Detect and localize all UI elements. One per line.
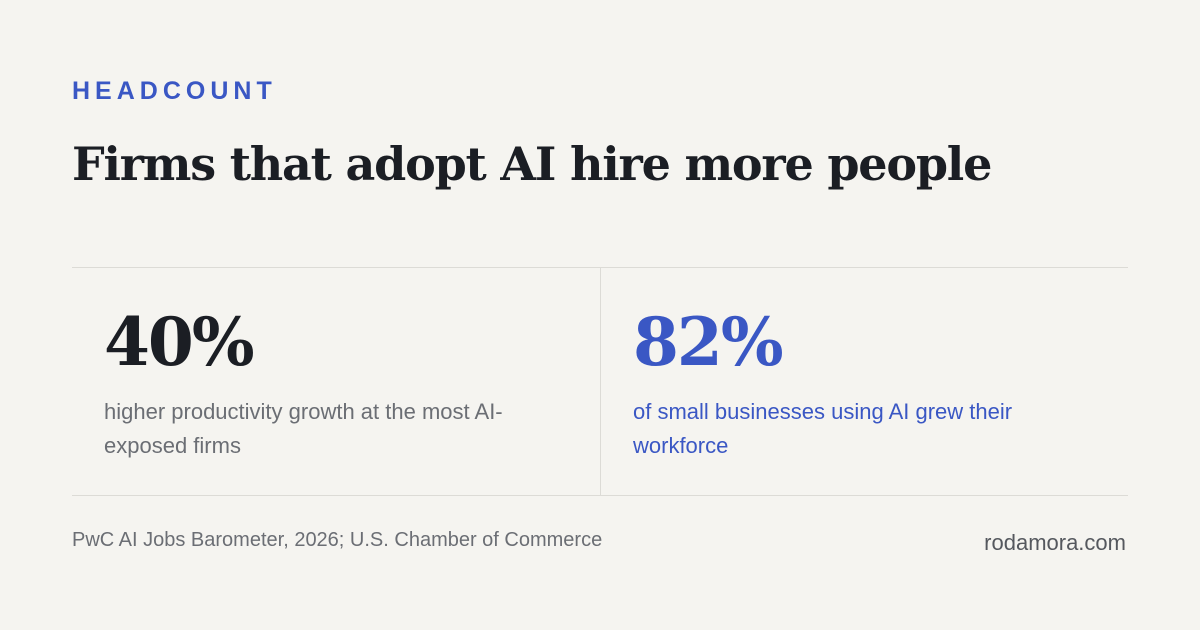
stat-value: 82% xyxy=(633,303,784,381)
stat-value: 40% xyxy=(104,303,255,381)
stat-caption: of small businesses using AI grew their … xyxy=(633,399,1013,458)
stat-caption: higher productivity growth at the most A… xyxy=(104,399,503,458)
stat-card-workforce: 82% of small businesses using AI grew th… xyxy=(633,268,1093,495)
site-link[interactable]: rodamora.com xyxy=(984,530,1126,555)
bottom-divider xyxy=(72,495,1128,496)
stat-card-productivity: 40% higher productivity growth at the mo… xyxy=(104,268,564,495)
eyebrow-label: HEADCOUNT xyxy=(72,77,277,105)
column-divider xyxy=(600,268,601,495)
top-divider xyxy=(72,267,1128,268)
source-citation: PwC AI Jobs Barometer, 2026; U.S. Chambe… xyxy=(72,529,603,551)
page-title: Firms that adopt AI hire more people xyxy=(72,137,992,191)
